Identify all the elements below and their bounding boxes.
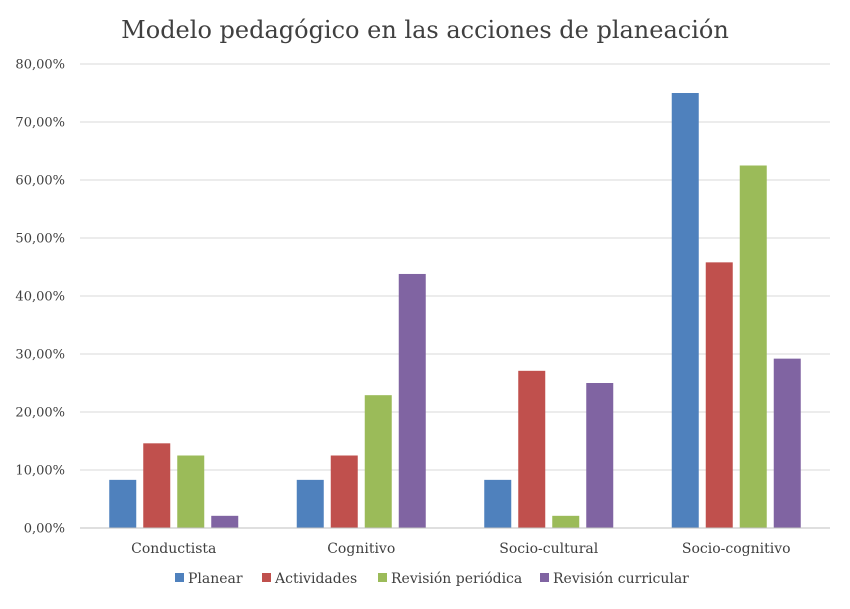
y-tick-label: 60,00% <box>15 174 65 189</box>
bar-revisión-curricular-conductista <box>211 515 239 528</box>
bars <box>109 93 801 528</box>
gridlines <box>80 63 830 471</box>
bar-revisión-curricular-socio-cognitivo <box>773 358 801 528</box>
legend-item: Actividades <box>262 571 357 587</box>
legend-swatch <box>540 573 549 582</box>
legend: Planear Actividades Revisión periódica Revi… <box>175 571 689 587</box>
bar-actividades-cognitivo <box>330 455 358 528</box>
bar-actividades-conductista <box>143 443 171 528</box>
x-tick-label: Conductista <box>131 541 216 557</box>
x-tick-label: Cognitivo <box>327 541 395 557</box>
bar-revisión-periódica-cognitivo <box>364 395 392 528</box>
y-tick-label: 10,00% <box>15 464 65 479</box>
bar-actividades-socio-cultural <box>518 370 546 528</box>
bar-revisión-periódica-socio-cognitivo <box>739 165 767 528</box>
x-axis-ticks: Conductista Cognitivo Socio-cultural Socio-… <box>131 541 790 557</box>
legend-swatch <box>175 573 184 582</box>
bar-revisión-periódica-socio-cultural <box>552 515 580 528</box>
y-tick-label: 50,00% <box>15 232 65 247</box>
bar-planear-conductista <box>109 479 137 528</box>
x-tick-label: Socio-cognitivo <box>682 541 791 557</box>
y-tick-label: 0,00% <box>24 522 65 537</box>
legend-swatch <box>262 573 271 582</box>
y-axis-ticks: 0,00% 10,00% 20,00% 30,00% 40,00% 50,00% 60,00… <box>15 58 65 537</box>
bar-revisión-curricular-socio-cultural <box>586 383 614 528</box>
y-tick-label: 40,00% <box>15 290 65 305</box>
y-tick-label: 70,00% <box>15 116 65 131</box>
bar-planear-socio-cultural <box>484 479 512 528</box>
x-tick-label: Socio-cultural <box>499 541 599 557</box>
chart-title: Modelo pedagógico en las acciones de pla… <box>121 16 729 44</box>
legend-item: Revisión curricular <box>540 571 689 587</box>
legend-label: Revisión periódica <box>391 571 522 587</box>
legend-item: Planear <box>175 571 243 587</box>
legend-label: Actividades <box>274 571 357 587</box>
legend-label: Planear <box>188 571 243 587</box>
legend-swatch <box>378 573 387 582</box>
bar-planear-cognitivo <box>296 479 324 528</box>
legend-item: Revisión periódica <box>378 571 522 587</box>
legend-label: Revisión curricular <box>553 571 689 587</box>
y-tick-label: 20,00% <box>15 406 65 421</box>
bar-revisión-curricular-cognitivo <box>398 273 426 528</box>
bar-actividades-socio-cognitivo <box>705 262 733 528</box>
bar-planear-socio-cognitivo <box>671 93 699 528</box>
y-tick-label: 30,00% <box>15 348 65 363</box>
y-tick-label: 80,00% <box>15 58 65 73</box>
bar-revisión-periódica-conductista <box>177 455 205 528</box>
